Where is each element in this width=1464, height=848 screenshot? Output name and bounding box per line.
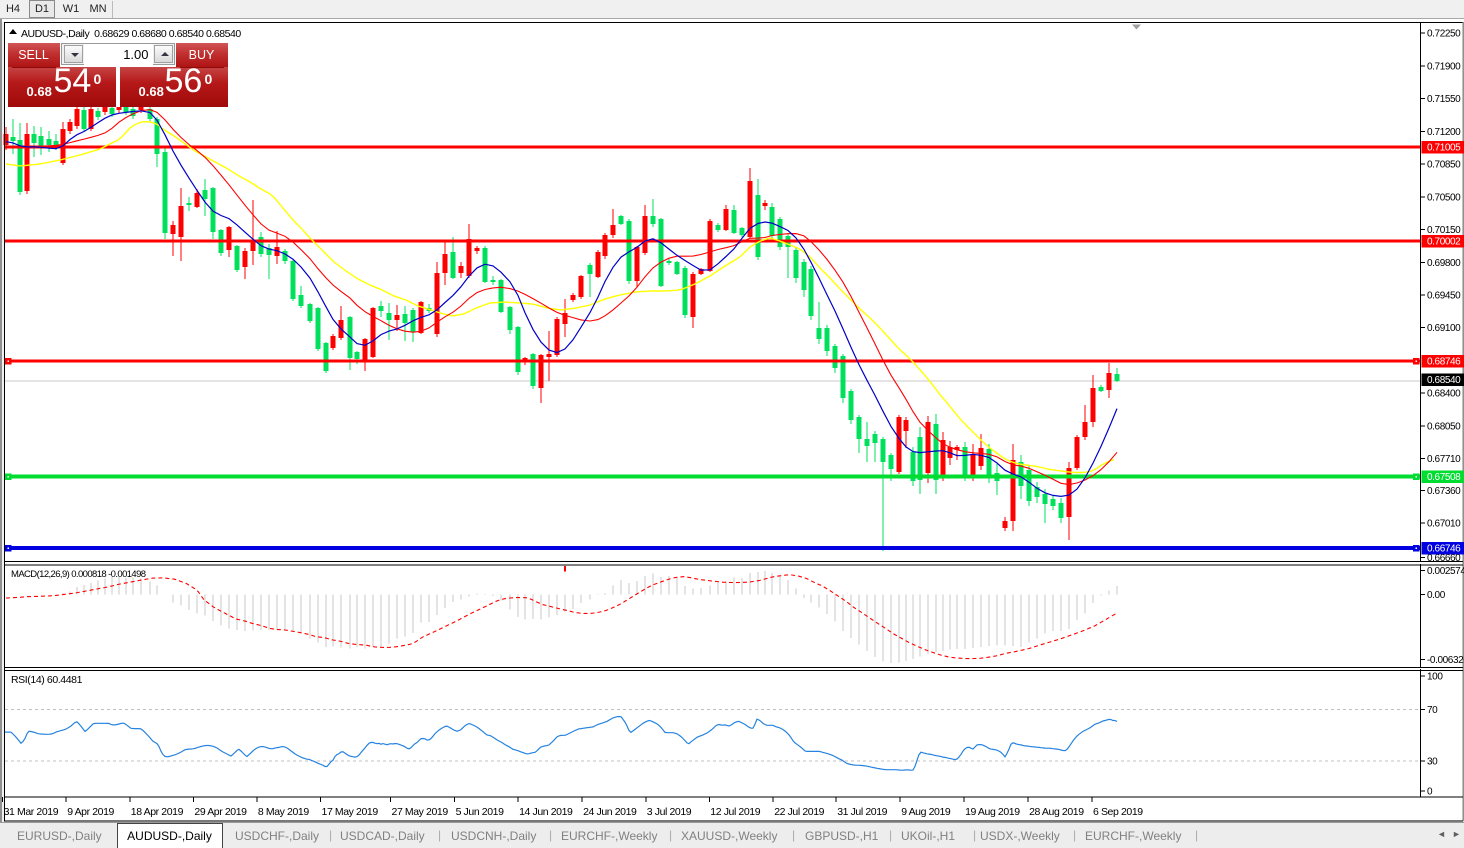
svg-text:5 Jun 2019: 5 Jun 2019 (456, 806, 505, 818)
svg-text:28 Aug 2019: 28 Aug 2019 (1029, 806, 1084, 818)
svg-text:9 Aug 2019: 9 Aug 2019 (901, 806, 951, 818)
svg-text:0.67710: 0.67710 (1427, 454, 1461, 465)
svg-text:30: 30 (1427, 757, 1438, 768)
svg-text:6 Sep 2019: 6 Sep 2019 (1093, 806, 1143, 818)
svg-text:0: 0 (1427, 787, 1433, 798)
svg-text:9 Apr 2019: 9 Apr 2019 (67, 806, 114, 818)
svg-text:0.70500: 0.70500 (1427, 192, 1461, 203)
svg-text:0.68050: 0.68050 (1427, 421, 1461, 432)
svg-text:0.69800: 0.69800 (1427, 258, 1461, 269)
svg-text:-0.0063260: -0.0063260 (1427, 655, 1464, 666)
svg-text:22 Jul 2019: 22 Jul 2019 (774, 806, 824, 818)
svg-text:RSI(14) 60.4481: RSI(14) 60.4481 (11, 674, 83, 686)
svg-text:31 Mar 2019: 31 Mar 2019 (4, 806, 59, 818)
svg-text:18 Apr 2019: 18 Apr 2019 (131, 806, 184, 818)
svg-text:0.70850: 0.70850 (1427, 160, 1461, 171)
svg-text:0.72250: 0.72250 (1427, 29, 1461, 40)
svg-text:MACD(12,26,9) 0.000818 -0.0014: MACD(12,26,9) 0.000818 -0.001498 (11, 569, 146, 580)
svg-text:0.66660: 0.66660 (1427, 553, 1461, 564)
svg-text:19 Aug 2019: 19 Aug 2019 (965, 806, 1020, 818)
svg-text:0.68540: 0.68540 (1427, 375, 1461, 386)
svg-text:0.71200: 0.71200 (1427, 127, 1461, 138)
svg-text:0.70002: 0.70002 (1427, 237, 1461, 248)
svg-text:0.67010: 0.67010 (1427, 519, 1461, 530)
svg-text:27 May 2019: 27 May 2019 (392, 806, 449, 818)
svg-text:0.68400: 0.68400 (1427, 389, 1461, 400)
svg-text:0.67508: 0.67508 (1427, 472, 1461, 483)
svg-text:70: 70 (1427, 705, 1438, 716)
svg-text:17 May 2019: 17 May 2019 (322, 806, 379, 818)
svg-text:0.68746: 0.68746 (1427, 357, 1461, 368)
svg-text:24 Jun 2019: 24 Jun 2019 (583, 806, 637, 818)
svg-text:100: 100 (1427, 672, 1443, 683)
svg-text:0.66746: 0.66746 (1427, 544, 1461, 555)
svg-text:0.71550: 0.71550 (1427, 94, 1461, 105)
svg-text:0.70150: 0.70150 (1427, 225, 1461, 236)
svg-text:29 Apr 2019: 29 Apr 2019 (194, 806, 247, 818)
svg-text:12 Jul 2019: 12 Jul 2019 (710, 806, 760, 818)
svg-text:31 Jul 2019: 31 Jul 2019 (837, 806, 887, 818)
svg-text:0.71005: 0.71005 (1427, 143, 1461, 154)
svg-text:0.67360: 0.67360 (1427, 486, 1461, 497)
svg-text:8 May 2019: 8 May 2019 (258, 806, 309, 818)
svg-text:0.69100: 0.69100 (1427, 323, 1461, 334)
svg-text:0.69450: 0.69450 (1427, 291, 1461, 302)
svg-text:0.71900: 0.71900 (1427, 61, 1461, 72)
svg-text:14 Jun 2019: 14 Jun 2019 (519, 806, 573, 818)
svg-text:3 Jul 2019: 3 Jul 2019 (647, 806, 692, 818)
svg-text:0.00: 0.00 (1427, 590, 1446, 601)
